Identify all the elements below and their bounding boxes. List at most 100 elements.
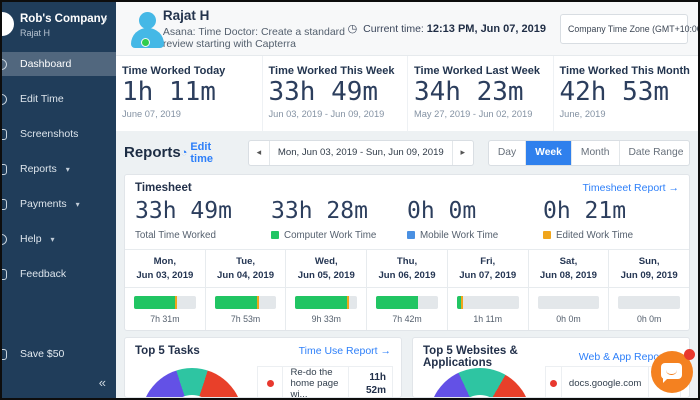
collapse-sidebar-icon[interactable]: « (98, 375, 106, 390)
dashboard-icon (2, 59, 7, 71)
website-name: docs.google.com (560, 367, 649, 398)
sidebar-item-payments[interactable]: Payments ▾ (2, 192, 116, 216)
day-progress-bar (537, 296, 600, 310)
timezone-value: Company Time Zone (GMT+10:00) (568, 23, 698, 34)
sidebar-item-label: Reports (20, 163, 57, 176)
chevron-down-icon: ▾ (75, 200, 80, 210)
company-name: Rob's Company (20, 13, 108, 25)
month-view-button[interactable]: Month (570, 140, 619, 165)
timesheet-card: Timesheet Timesheet Report → 33h 49m Tot… (124, 174, 690, 332)
chat-notification-dot (684, 349, 695, 360)
stat-period: May 27, 2019 - Jun 02, 2019 (414, 108, 533, 119)
tasks-table: Re-do the home page wi... 11h 52m (257, 366, 393, 398)
top-websites-title: Top 5 Websites & Applications (423, 345, 518, 370)
next-week-arrow[interactable]: ▸ (460, 147, 466, 157)
day-progress-bar (618, 296, 681, 310)
day-progress-bar (214, 296, 277, 310)
chat-widget-button[interactable] (651, 349, 695, 393)
week-view-button[interactable]: Week (525, 140, 571, 165)
current-time-value: 12:13 PM, Jun 07, 2019 (426, 23, 546, 35)
stat-value: 42h 53m (559, 77, 670, 107)
mobile-work-time: 0h 0m Mobile Work Time (407, 198, 499, 241)
edited-legend-swatch (543, 231, 551, 240)
sidebar-item-label: Help (20, 233, 42, 246)
website-color-dot (550, 380, 558, 388)
prev-week-arrow[interactable]: ◂ (256, 147, 262, 157)
main-content: Rajat H Asana: Time Doctor: Create a sta… (116, 2, 698, 398)
top-websites-card: Top 5 Websites & Applications Web & App … (412, 337, 690, 398)
reports-toolbar: Reports ◔ Edit time ◂ Mon, Jun 03, 2019 … (116, 131, 698, 174)
stat-value: 33h 49m (268, 77, 379, 107)
stat-time-this-week: Time Worked This Week 33h 49m Jun 03, 20… (261, 56, 408, 131)
user-name: Rajat H (162, 7, 210, 23)
online-status-dot (140, 37, 150, 47)
day-total-time: 0h 0m (636, 314, 662, 325)
timesheet-summary: 33h 49m Total Time Worked 33h 28m Comput… (125, 198, 689, 249)
day-total-time: 1h 11m (473, 314, 503, 325)
top-tasks-title: Top 5 Tasks (135, 345, 200, 358)
sidebar-item-label: Feedback (20, 268, 67, 281)
computer-work-time: 33h 28m Computer Work Time (271, 198, 377, 241)
timesheet-week-table: Mon, Jun 03, 2019 7h 31m Tue, Jun 04, 2019… (125, 248, 690, 331)
sidebar-item-label: Screenshots (20, 128, 79, 141)
current-time: ◷ Current time: 12:13 PM, Jun 07, 2019 (348, 22, 546, 35)
help-icon (2, 234, 7, 246)
date-range-display[interactable]: Mon, Jun 03, 2019 - Sun, Jun 09, 2019 (268, 140, 453, 165)
stat-time-this-month: Time Worked This Month 42h 53m June, 201… (552, 56, 699, 131)
edited-work-time: 0h 21m Edited Work Time (543, 198, 634, 241)
chat-bubble-icon (661, 363, 682, 383)
total-time-worked: 33h 49m Total Time Worked (135, 198, 232, 241)
stat-period: June, 2019 (559, 108, 606, 119)
sidebar-item-screenshots[interactable]: Screenshots (2, 122, 116, 146)
day-view-button[interactable]: Day (497, 147, 517, 158)
company-switcher[interactable]: Rob's Company Rajat H ▾ (2, 2, 116, 48)
day-column-sun: Sun, Jun 09, 2019 0h 0m (609, 250, 690, 331)
bottom-cards: Top 5 Tasks Time Use Report → Re-do the … (124, 337, 690, 398)
sidebar-item-label: Payments (20, 198, 67, 211)
edit-time-link[interactable]: ◔ Edit time (180, 140, 213, 165)
view-switcher: Day Week Month Date Range (487, 139, 690, 166)
day-progress-bar (456, 296, 519, 310)
chevron-down-icon: ▾ (102, 15, 107, 25)
stat-value: 34h 23m (414, 77, 524, 107)
sidebar-item-save[interactable]: Save $50 (2, 344, 116, 364)
sidebar-item-help[interactable]: Help ▾ (2, 227, 116, 251)
task-row: Re-do the home page wi... 11h 52m (258, 367, 392, 398)
avatar (130, 9, 164, 49)
stat-value: 1h 11m (122, 77, 216, 107)
day-column-sat: Sat, Jun 08, 2019 0h 0m (528, 249, 610, 331)
screenshots-icon (2, 129, 7, 141)
top-header: Rajat H Asana: Time Doctor: Create a sta… (116, 2, 698, 56)
day-total-time: 7h 53m (230, 314, 261, 325)
sidebar-item-reports[interactable]: Reports ▾ (2, 157, 116, 181)
user-current-task: Asana: Time Doctor: Create a standard re… (162, 25, 345, 50)
sidebar-item-feedback[interactable]: Feedback (2, 262, 116, 286)
stats-row: Time Worked Today 1h 11m June 07, 2019 T… (116, 56, 698, 131)
day-column-tue: Tue, Jun 04, 2019 7h 53m (205, 249, 287, 331)
day-column-fri: Fri, Jun 07, 2019 1h 11m (447, 249, 529, 331)
chevron-down-icon: ▾ (50, 235, 55, 245)
reports-title: Reports (124, 144, 181, 161)
sidebar-item-edit-time[interactable]: Edit Time (2, 87, 116, 111)
gift-icon (2, 349, 7, 360)
sidebar-item-dashboard[interactable]: Dashboard (2, 52, 116, 77)
time-use-report-link[interactable]: Time Use Report → (298, 345, 391, 358)
top-tasks-card: Top 5 Tasks Time Use Report → Re-do the … (124, 337, 402, 398)
task-color-dot (266, 380, 274, 388)
date-range-nav: ◂ Mon, Jun 03, 2019 - Sun, Jun 09, 2019 … (247, 139, 474, 166)
day-total-time: 7h 42m (392, 314, 422, 325)
tasks-donut-chart (141, 368, 243, 398)
day-progress-bar (134, 296, 196, 310)
task-time: 11h 52m (348, 367, 392, 398)
task-name: Re-do the home page wi... (282, 367, 348, 398)
day-total-time: 7h 31m (150, 314, 180, 325)
day-progress-bar (376, 296, 438, 310)
date-range-view-button[interactable]: Date Range (618, 140, 689, 165)
day-total-time: 9h 33m (311, 314, 341, 325)
feedback-icon (2, 269, 7, 281)
stat-period: June 07, 2019 (122, 108, 181, 119)
timesheet-report-link[interactable]: Timesheet Report → (582, 182, 679, 194)
clock-half-icon: ◔ (180, 146, 188, 159)
computer-legend-swatch (271, 231, 279, 240)
timezone-select[interactable]: Company Time Zone (GMT+10:00) ▾ (560, 13, 698, 44)
